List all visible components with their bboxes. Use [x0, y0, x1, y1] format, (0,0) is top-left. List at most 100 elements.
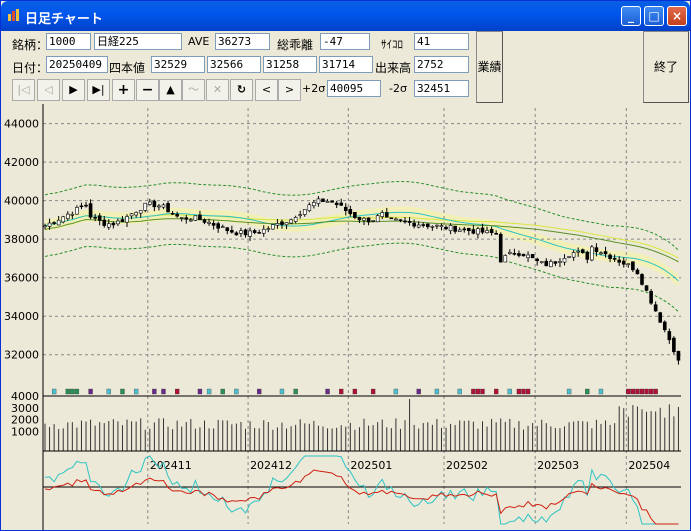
candle-body [257, 232, 261, 234]
signal-marker [370, 388, 376, 395]
high-field[interactable]: 32566 [207, 56, 261, 73]
zoom-in-button[interactable]: + [112, 79, 135, 101]
volume-field[interactable]: 2752 [414, 56, 469, 73]
candle-body [576, 250, 580, 253]
zoom-out-button[interactable]: − [136, 79, 159, 101]
signal-marker [566, 388, 572, 395]
earnings-button[interactable]: 業績 [476, 31, 503, 103]
candle-body [239, 230, 243, 234]
ave-label: AVE [188, 35, 210, 48]
y-tick-label: 36000 [4, 272, 39, 285]
candle-body [503, 255, 508, 263]
minus2s-field[interactable]: 32451 [414, 80, 469, 97]
candle-body [389, 217, 394, 220]
close-icon[interactable]: × [667, 6, 687, 26]
cancel-button[interactable]: ✕ [206, 79, 229, 101]
dice-label: ｻｲｺﾛ [381, 38, 403, 51]
candle-body [275, 223, 280, 226]
last-button[interactable]: ▶| [87, 79, 110, 101]
refresh-button[interactable]: ↻ [230, 79, 253, 101]
candle-body [444, 226, 448, 230]
date-field[interactable]: 20250409 [46, 56, 108, 73]
plus2s-label: +2σ [302, 82, 326, 95]
volume-tick-label: 2000 [11, 414, 39, 427]
candle-body [594, 247, 599, 253]
title-bar[interactable]: 日足チャート _ □ × [1, 1, 690, 31]
candle-body [102, 219, 107, 226]
candle-body [234, 232, 239, 236]
signal-marker [133, 388, 139, 395]
signal-marker [639, 388, 645, 395]
play-button[interactable]: ▶ [62, 79, 85, 101]
signal-marker [70, 388, 75, 395]
candle-body [184, 217, 189, 220]
exit-button[interactable]: 終了 [643, 31, 689, 103]
candle-body [216, 223, 220, 229]
open-field[interactable]: 32529 [151, 56, 205, 73]
maximize-icon[interactable]: □ [644, 6, 664, 26]
candle-body [280, 221, 284, 225]
ohlc-label: 四本値 [109, 61, 146, 75]
name-field[interactable]: 日経225 [94, 33, 182, 50]
plus2s-field[interactable]: 40095 [327, 80, 381, 97]
ave-field[interactable]: 36273 [215, 33, 270, 50]
candle-body [138, 210, 143, 214]
signal-marker [234, 388, 239, 395]
candle-body [498, 233, 503, 263]
candle-body [544, 260, 549, 267]
low-field[interactable]: 31258 [263, 56, 317, 73]
prev-button[interactable]: ◁ [37, 79, 60, 101]
candle-body [65, 213, 70, 219]
signal-marker [51, 388, 57, 395]
trend-button[interactable]: 〜 [182, 79, 205, 101]
candle-body [125, 216, 129, 223]
x-tick-label: 202501 [350, 459, 392, 472]
price-chart[interactable]: 44000 42000 40000 38000 36000 34000 32000 20241… [1, 104, 690, 530]
candle-body [293, 217, 298, 222]
candle-body [179, 217, 184, 219]
oscillator-cyan-line [44, 455, 679, 525]
scroll-left-button[interactable]: < [255, 79, 278, 101]
minimize-icon[interactable]: _ [621, 6, 641, 26]
candle-body [166, 203, 170, 213]
volume-tick-label: 3000 [11, 402, 39, 415]
short-ma-line [44, 211, 679, 282]
candle-body [143, 202, 148, 211]
up-button[interactable]: ▲ [159, 79, 182, 101]
candle-body [120, 219, 125, 222]
candle-body [590, 246, 594, 261]
signal-marker [120, 388, 125, 395]
candle-body [640, 274, 644, 285]
signal-marker [471, 388, 476, 395]
y-tick-label: 34000 [4, 310, 39, 323]
close-field[interactable]: 31714 [319, 56, 373, 73]
candle-body [211, 222, 216, 226]
chart-background [1, 104, 690, 530]
first-button[interactable]: |◁ [12, 79, 35, 101]
candle-body [70, 213, 75, 216]
signal-marker [516, 388, 522, 395]
candle-body [152, 200, 157, 208]
candle-body [225, 227, 230, 232]
signal-marker [152, 388, 157, 395]
candle-body [107, 223, 111, 228]
deviation-field[interactable]: -47 [320, 33, 370, 50]
candle-body [380, 212, 385, 217]
candle-body [97, 215, 102, 221]
candle-body [539, 261, 544, 263]
y-tick-label: 42000 [4, 156, 39, 169]
scroll-right-button[interactable]: > [278, 79, 301, 101]
candle-body [658, 312, 663, 323]
signal-marker [585, 388, 590, 395]
y-tick-label: 44000 [4, 118, 39, 131]
signal-marker [475, 388, 481, 395]
dice-field[interactable]: 41 [414, 33, 469, 50]
candle-body [207, 221, 211, 224]
code-field[interactable]: 1000 [46, 33, 91, 50]
signal-marker [644, 388, 649, 395]
x-tick-label: 202502 [446, 459, 488, 472]
candle-body [567, 256, 571, 258]
candle-body [635, 269, 640, 275]
signal-marker [220, 388, 225, 395]
